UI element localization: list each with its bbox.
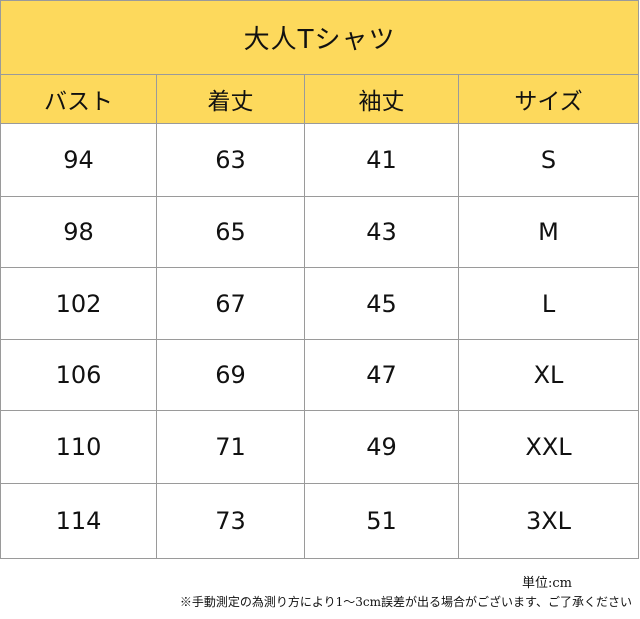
header-size: サイズ	[457, 74, 640, 124]
cell-length: 73	[156, 483, 305, 559]
table-row: 106 69 47 XL	[0, 339, 640, 411]
cell-bust: 98	[0, 196, 157, 268]
table-row: 98 65 43 M	[0, 196, 640, 268]
cell-sleeve: 41	[304, 123, 459, 197]
cell-bust: 94	[0, 123, 157, 197]
cell-bust: 110	[0, 410, 157, 484]
cell-length: 71	[156, 410, 305, 484]
cell-sleeve: 49	[304, 410, 459, 484]
header-sleeve: 袖丈	[304, 74, 459, 124]
cell-length: 65	[156, 196, 305, 268]
measurement-caution-note: ※手動測定の為測り方により1～3cm誤差が出る場合がございます、ご了承ください	[179, 595, 632, 609]
cell-size: 3XL	[457, 483, 640, 559]
cell-sleeve: 43	[304, 196, 459, 268]
cell-sleeve: 45	[304, 267, 459, 340]
cell-bust: 106	[0, 339, 157, 411]
cell-bust: 114	[0, 483, 157, 559]
cell-bust: 102	[0, 267, 157, 340]
cell-sleeve: 47	[304, 339, 459, 411]
cell-length: 67	[156, 267, 305, 340]
header-length: 着丈	[156, 74, 305, 124]
cell-sleeve: 51	[304, 483, 459, 559]
table-row: 102 67 45 L	[0, 267, 640, 340]
header-bust: バスト	[0, 74, 157, 124]
size-chart-table: 大人Tシャツ バスト 着丈 袖丈 サイズ 94 63 41 S 98 65 43…	[0, 0, 640, 559]
cell-size: S	[457, 123, 640, 197]
title-row: 大人Tシャツ	[0, 0, 640, 75]
cell-length: 63	[156, 123, 305, 197]
cell-size: L	[457, 267, 640, 340]
table-title: 大人Tシャツ	[0, 0, 640, 75]
cell-size: M	[457, 196, 640, 268]
unit-note: 単位:cm	[522, 576, 572, 591]
cell-length: 69	[156, 339, 305, 411]
table-row: 114 73 51 3XL	[0, 483, 640, 559]
cell-size: XL	[457, 339, 640, 411]
table-row: 110 71 49 XXL	[0, 410, 640, 484]
header-row: バスト 着丈 袖丈 サイズ	[0, 74, 640, 124]
table-row: 94 63 41 S	[0, 123, 640, 197]
cell-size: XXL	[457, 410, 640, 484]
